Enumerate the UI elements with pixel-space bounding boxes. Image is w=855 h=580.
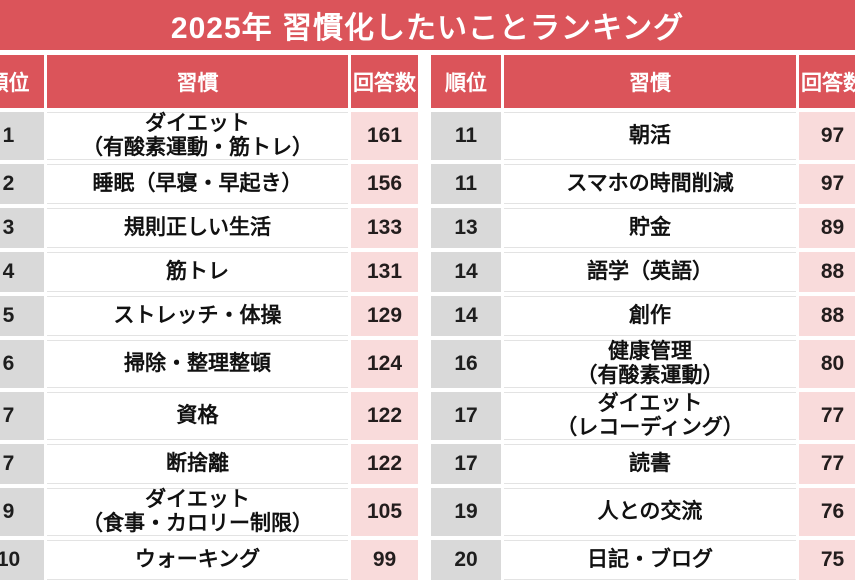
rank-cell: 16 <box>431 340 501 388</box>
rank-cell: 6 <box>0 340 44 388</box>
header-habit: 習慣 <box>504 55 796 108</box>
count-cell: 97 <box>799 164 855 204</box>
count-cell: 89 <box>799 208 855 248</box>
count-cell: 80 <box>799 340 855 388</box>
habit-cell: 睡眠（早寝・早起き） <box>47 164 348 204</box>
count-cell: 75 <box>799 540 855 580</box>
count-cell: 129 <box>351 296 418 336</box>
habit-cell: 日記・ブログ <box>504 540 796 580</box>
habit-cell: ダイエット （レコーディング） <box>504 392 796 440</box>
habit-cell: 創作 <box>504 296 796 336</box>
rank-cell: 14 <box>431 252 501 292</box>
habit-cell: 朝活 <box>504 112 796 160</box>
habit-cell: ダイエット （有酸素運動・筋トレ） <box>47 112 348 160</box>
count-cell: 122 <box>351 392 418 440</box>
page-title: 2025年 習慣化したいことランキング <box>0 0 855 50</box>
count-cell: 105 <box>351 488 418 536</box>
habit-cell: 規則正しい生活 <box>47 208 348 248</box>
count-cell: 161 <box>351 112 418 160</box>
rank-cell: 19 <box>431 488 501 536</box>
rank-cell: 17 <box>431 444 501 484</box>
count-cell: 88 <box>799 252 855 292</box>
rank-cell: 10 <box>0 540 44 580</box>
rank-cell: 11 <box>431 164 501 204</box>
rank-cell: 4 <box>0 252 44 292</box>
rank-cell: 14 <box>431 296 501 336</box>
rank-cell: 5 <box>0 296 44 336</box>
header-count: 回答数 <box>799 55 855 108</box>
count-cell: 77 <box>799 392 855 440</box>
habit-cell: ストレッチ・体操 <box>47 296 348 336</box>
count-cell: 77 <box>799 444 855 484</box>
habit-cell: 貯金 <box>504 208 796 248</box>
habit-cell: 語学（英語） <box>504 252 796 292</box>
count-cell: 124 <box>351 340 418 388</box>
habit-cell: 読書 <box>504 444 796 484</box>
count-cell: 131 <box>351 252 418 292</box>
habit-cell: 人との交流 <box>504 488 796 536</box>
rank-cell: 9 <box>0 488 44 536</box>
count-cell: 122 <box>351 444 418 484</box>
count-cell: 156 <box>351 164 418 204</box>
count-cell: 88 <box>799 296 855 336</box>
count-cell: 133 <box>351 208 418 248</box>
rank-cell: 17 <box>431 392 501 440</box>
habit-cell: ウォーキング <box>47 540 348 580</box>
count-cell: 97 <box>799 112 855 160</box>
habit-cell: ダイエット （食事・カロリー制限） <box>47 488 348 536</box>
header-habit: 習慣 <box>47 55 348 108</box>
rank-cell: 20 <box>431 540 501 580</box>
rank-cell: 7 <box>0 444 44 484</box>
habit-cell: 資格 <box>47 392 348 440</box>
header-count: 回答数 <box>351 55 418 108</box>
count-cell: 76 <box>799 488 855 536</box>
rank-cell: 3 <box>0 208 44 248</box>
rank-cell: 13 <box>431 208 501 248</box>
habit-cell: 健康管理 （有酸素運動） <box>504 340 796 388</box>
rank-cell: 11 <box>431 112 501 160</box>
header-rank: 順位 <box>431 55 501 108</box>
rank-cell: 1 <box>0 112 44 160</box>
habit-cell: スマホの時間削減 <box>504 164 796 204</box>
habit-cell: 掃除・整理整頓 <box>47 340 348 388</box>
ranking-table-11-20: 順位 習慣 回答数 11 朝活 97 11 スマホの時間削減 97 13 貯金 89 14 語学（英… <box>431 55 855 580</box>
habit-cell: 断捨離 <box>47 444 348 484</box>
count-cell: 99 <box>351 540 418 580</box>
rank-cell: 2 <box>0 164 44 204</box>
header-rank: 順位 <box>0 55 44 108</box>
habit-cell: 筋トレ <box>47 252 348 292</box>
rank-cell: 7 <box>0 392 44 440</box>
